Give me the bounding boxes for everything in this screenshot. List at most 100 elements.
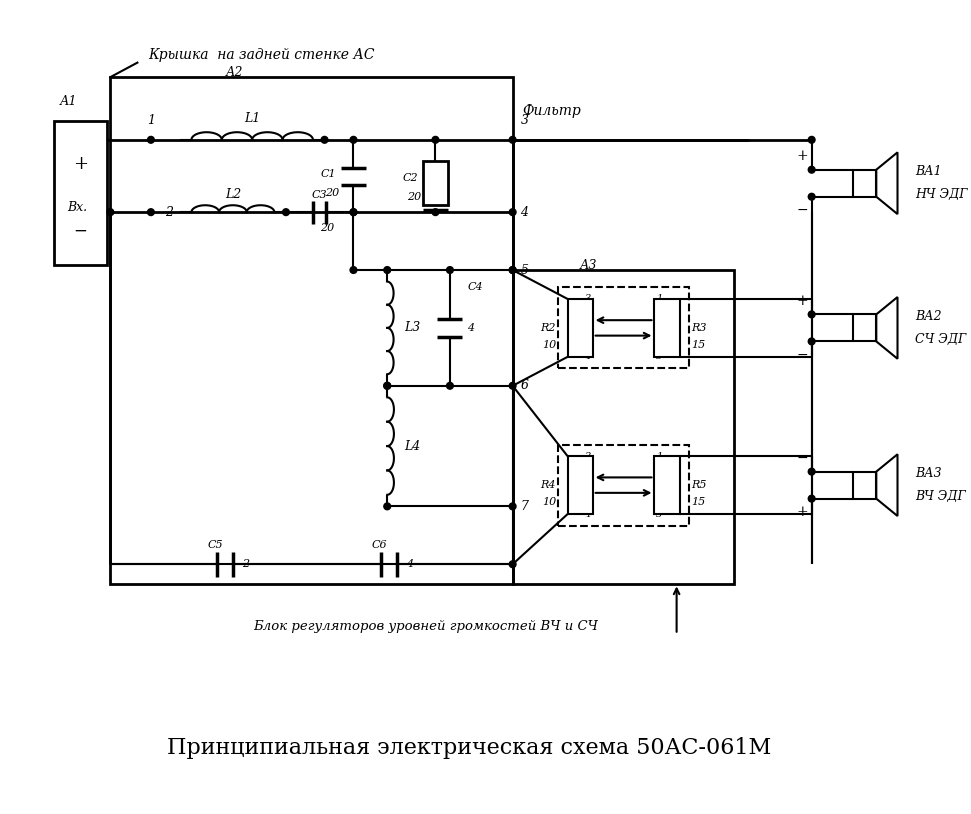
Bar (54, 120, 108, 265)
Text: 6: 6 (520, 379, 528, 392)
Text: 2: 2 (655, 323, 662, 332)
Circle shape (384, 267, 390, 274)
Text: R2: R2 (541, 323, 556, 333)
Text: 3: 3 (520, 114, 528, 127)
Circle shape (432, 208, 439, 216)
Bar (111, 77, 513, 584)
Circle shape (808, 495, 815, 502)
Circle shape (509, 267, 516, 274)
Bar (558, 444, 689, 526)
Text: С3: С3 (312, 190, 327, 199)
Bar (513, 270, 734, 584)
Text: С4: С4 (467, 282, 483, 292)
Text: А1: А1 (59, 94, 77, 107)
Circle shape (808, 311, 815, 317)
Bar (654, 299, 680, 357)
Text: R1: R1 (427, 173, 443, 183)
Text: −: − (74, 223, 87, 240)
Text: С5: С5 (208, 540, 223, 550)
Text: Блок регуляторов уровней громкостей ВЧ и СЧ: Блок регуляторов уровней громкостей ВЧ и… (253, 620, 598, 633)
Text: R5: R5 (691, 480, 707, 490)
Text: L2: L2 (224, 188, 241, 201)
Text: Вх.: Вх. (68, 201, 87, 214)
Text: 2: 2 (585, 480, 591, 490)
Text: 2: 2 (243, 559, 250, 569)
Circle shape (384, 503, 390, 510)
Text: 1: 1 (147, 114, 155, 127)
Text: R4: R4 (541, 480, 556, 490)
Text: 3: 3 (655, 352, 662, 361)
Text: +: + (796, 149, 808, 163)
Circle shape (384, 383, 390, 389)
Bar (423, 161, 448, 205)
Circle shape (351, 208, 357, 216)
Bar (854, 471, 876, 499)
Text: −: − (796, 451, 808, 465)
Text: 15: 15 (691, 497, 705, 507)
Text: А3: А3 (580, 259, 598, 272)
Text: 2: 2 (585, 323, 591, 332)
Circle shape (509, 383, 516, 389)
Text: 3: 3 (585, 295, 591, 304)
Text: С1: С1 (320, 168, 336, 178)
Text: 2: 2 (655, 480, 662, 490)
Text: 1: 1 (655, 452, 662, 461)
Text: L4: L4 (405, 440, 420, 453)
Circle shape (808, 137, 815, 143)
Bar (654, 456, 680, 514)
Circle shape (384, 383, 390, 389)
Circle shape (432, 137, 439, 143)
Text: 7: 7 (520, 500, 528, 513)
Circle shape (509, 137, 516, 143)
Text: 4: 4 (407, 559, 414, 569)
Text: 20: 20 (324, 188, 339, 198)
Circle shape (447, 383, 453, 389)
Circle shape (351, 267, 357, 274)
Circle shape (447, 267, 453, 274)
Text: ВА3: ВА3 (915, 467, 942, 480)
Text: 10: 10 (542, 340, 556, 350)
Circle shape (509, 503, 516, 510)
Text: ВЧ ЭДГ: ВЧ ЭДГ (915, 490, 965, 503)
Circle shape (351, 137, 357, 143)
Text: С6: С6 (372, 540, 387, 550)
Text: L1: L1 (244, 112, 260, 125)
Text: НЧ ЭДГ: НЧ ЭДГ (915, 188, 967, 201)
Text: 3: 3 (585, 452, 591, 461)
Text: Фильтр: Фильтр (522, 104, 581, 118)
Circle shape (351, 208, 357, 216)
Bar (854, 314, 876, 341)
Text: 1: 1 (585, 510, 591, 519)
Bar (568, 456, 592, 514)
Text: 10: 10 (542, 497, 556, 507)
Text: 5: 5 (520, 264, 528, 277)
Circle shape (148, 137, 154, 143)
Text: 1: 1 (585, 352, 591, 361)
Text: ВА1: ВА1 (915, 165, 942, 178)
Text: 3: 3 (655, 510, 662, 519)
Bar (558, 287, 689, 369)
Text: +: + (796, 294, 808, 308)
Text: Крышка  на задней стенке АС: Крышка на задней стенке АС (149, 48, 375, 62)
Circle shape (509, 208, 516, 216)
Text: Принципиальная электрическая схема 50АС-061М: Принципиальная электрическая схема 50АС-… (167, 737, 771, 759)
Text: 15: 15 (691, 340, 705, 350)
Text: 4: 4 (467, 323, 475, 333)
Circle shape (509, 561, 516, 567)
Circle shape (808, 166, 815, 173)
Circle shape (107, 208, 114, 216)
Text: 4: 4 (520, 206, 528, 219)
Bar (854, 169, 876, 197)
Circle shape (283, 208, 289, 216)
Text: А2: А2 (226, 66, 244, 79)
Text: ВА2: ВА2 (915, 310, 942, 323)
Text: +: + (796, 505, 808, 519)
Text: 1: 1 (655, 295, 662, 304)
Text: 8,2: 8,2 (426, 190, 445, 201)
Circle shape (808, 338, 815, 345)
Text: 2: 2 (165, 206, 174, 219)
Text: −: − (796, 204, 808, 217)
Circle shape (808, 194, 815, 200)
Text: СЧ ЭДГ: СЧ ЭДГ (915, 333, 966, 346)
Circle shape (321, 137, 328, 143)
